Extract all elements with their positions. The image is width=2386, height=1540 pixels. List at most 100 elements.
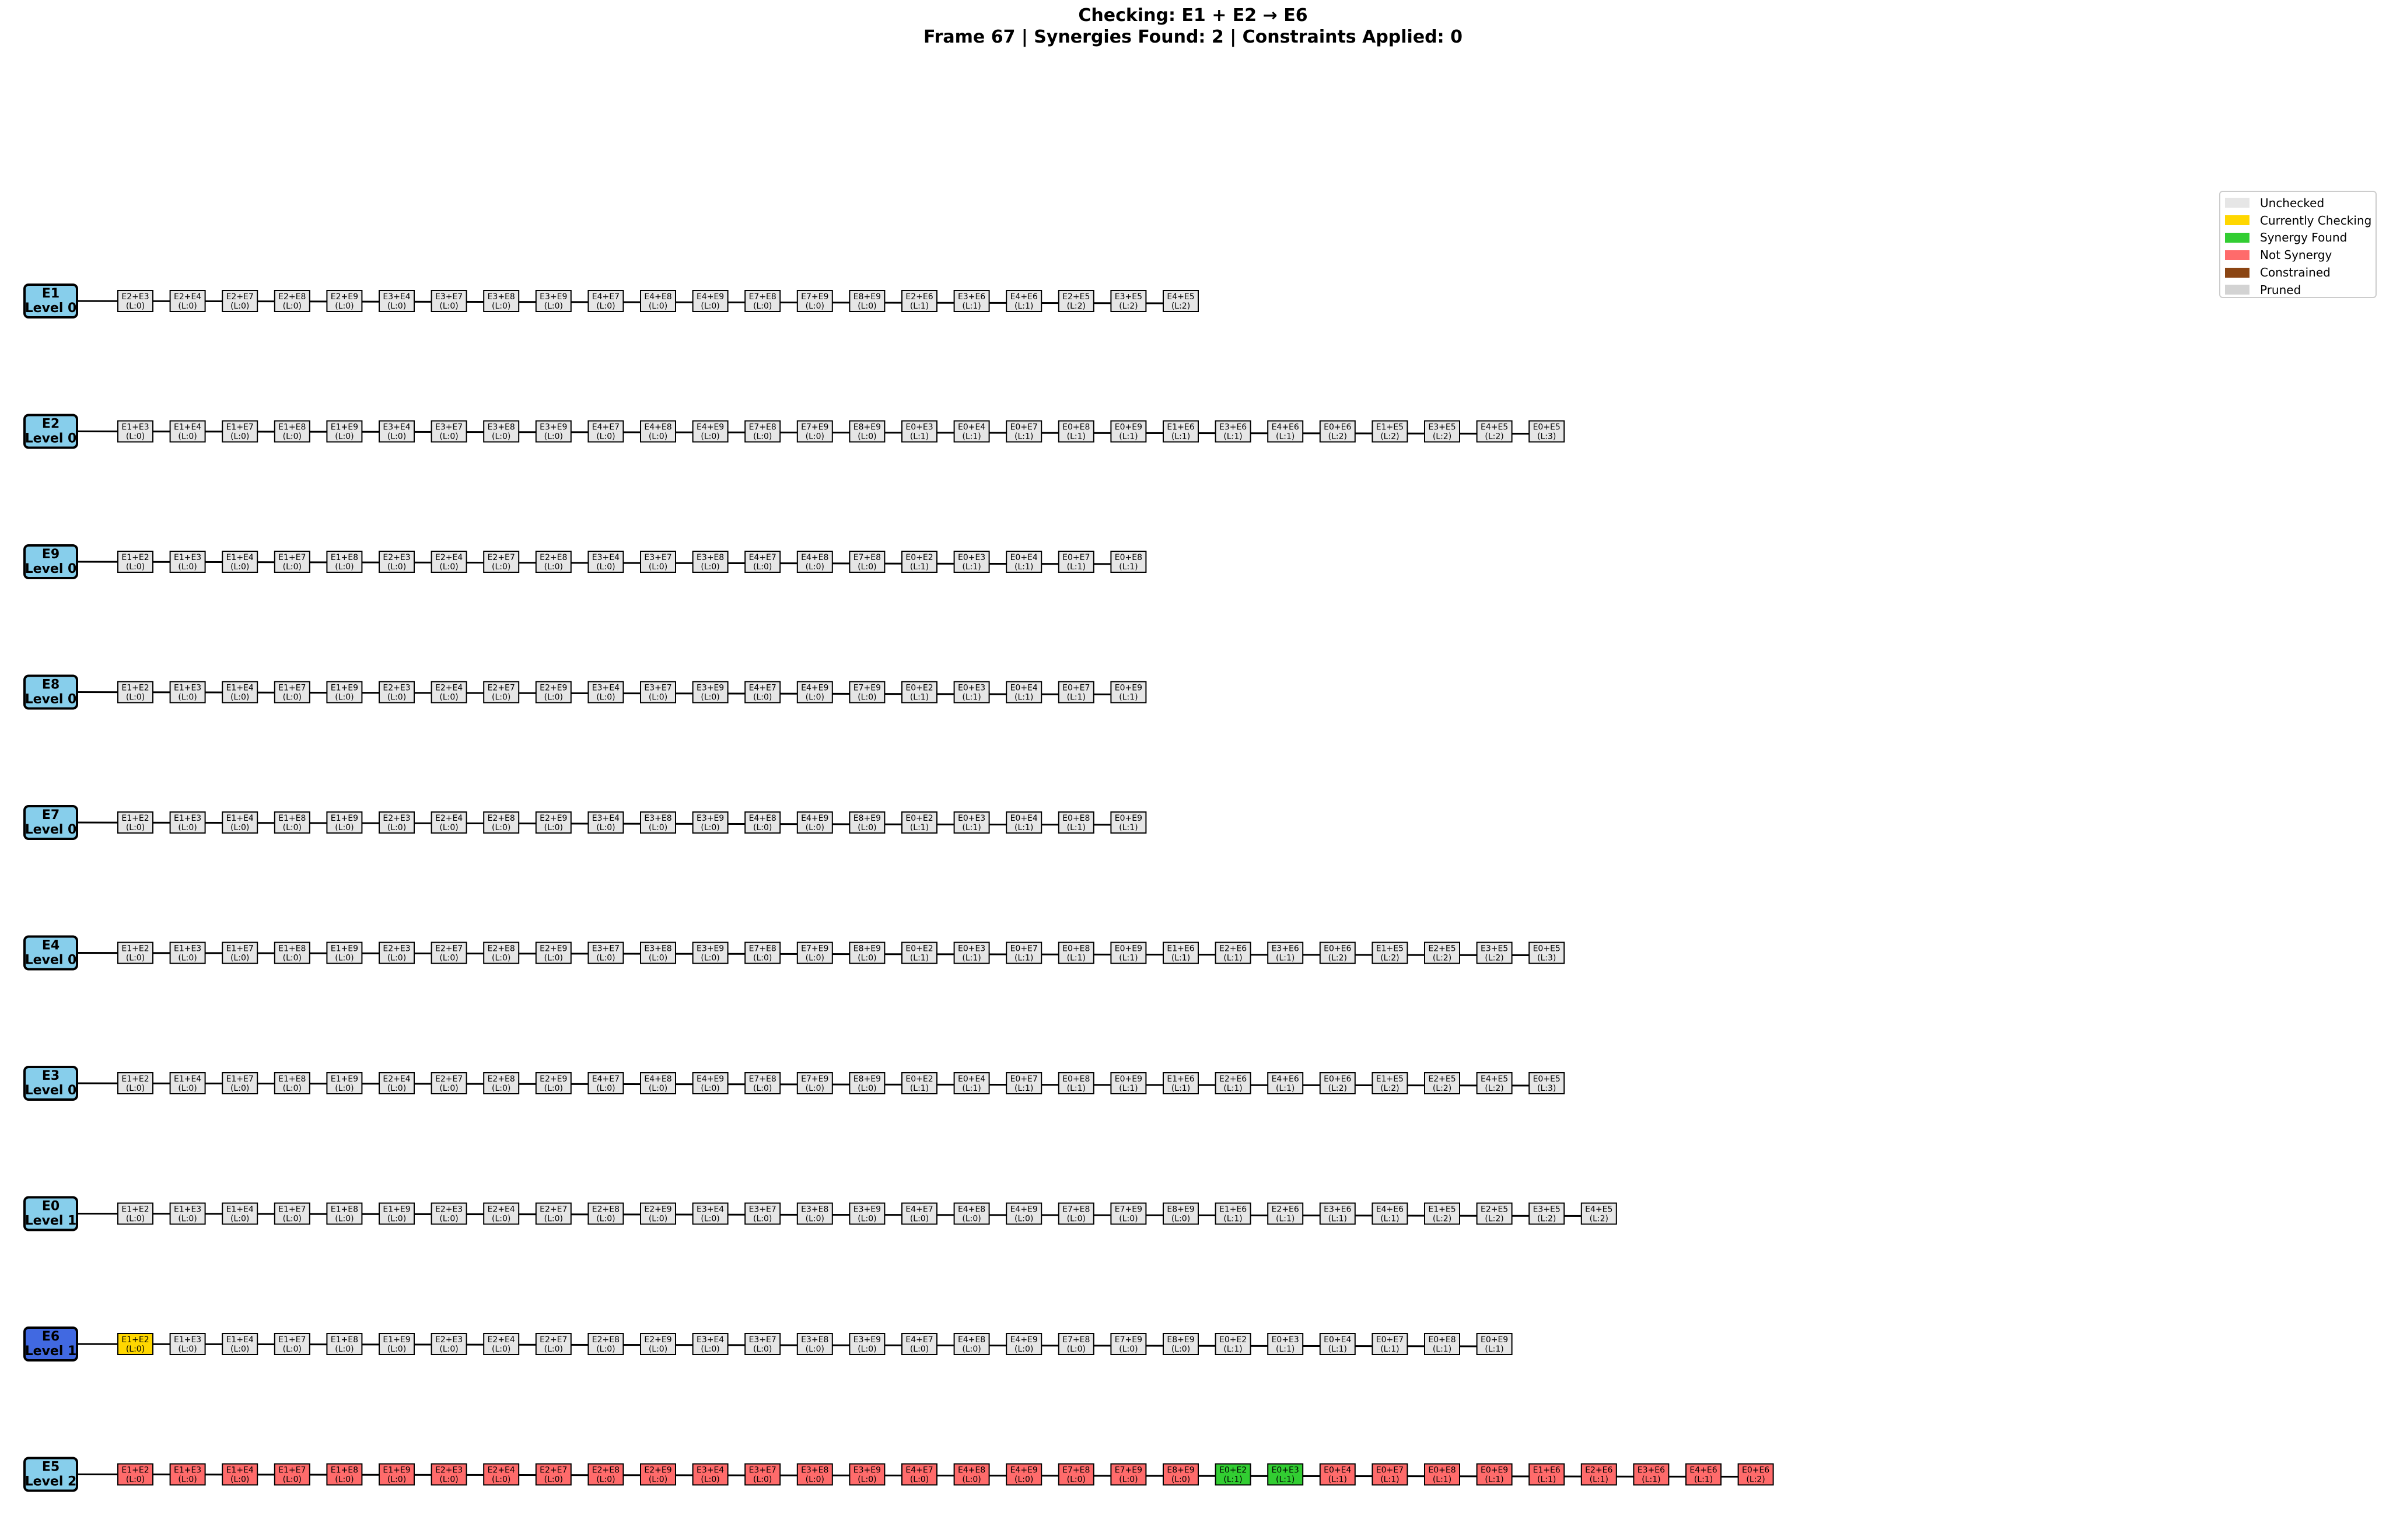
- pair-cell: E3+E5(L:2): [1476, 942, 1513, 964]
- legend-label: Pruned: [2260, 282, 2301, 297]
- pair-cell-level: (L:0): [178, 954, 197, 963]
- pair-cell: E2+E4(L:0): [379, 1072, 415, 1094]
- pair-cell: E0+E7(L:1): [1058, 681, 1094, 704]
- pair-cell-level: (L:0): [596, 562, 615, 572]
- pair-cell: E2+E3(L:0): [431, 1463, 467, 1486]
- pair-cell-label: E0+E8: [1062, 944, 1090, 954]
- pair-cell: E7+E8(L:0): [744, 1072, 781, 1094]
- pair-cell-box: [1267, 1202, 1304, 1225]
- pair-cell-box: [1110, 681, 1147, 704]
- pair-cell-level: (L:1): [1276, 1084, 1295, 1093]
- pair-cell: E2+E4(L:0): [431, 681, 467, 704]
- pair-cell-level: (L:0): [753, 1214, 772, 1224]
- pair-cell-level: (L:0): [806, 432, 824, 442]
- pair-cell-level: (L:2): [1485, 1084, 1503, 1093]
- root-node-box: [23, 935, 78, 971]
- pair-cell: E2+E3(L:0): [379, 942, 415, 964]
- pair-cell-box: [1058, 290, 1094, 312]
- pair-cell: E3+E4(L:0): [587, 681, 624, 704]
- pair-cell-level: (L:0): [544, 1084, 563, 1093]
- legend-label: Currently Checking: [2260, 213, 2372, 228]
- pair-cell: E1+E3(L:0): [169, 1202, 206, 1225]
- pair-cell: E1+E4(L:0): [222, 551, 258, 573]
- pair-cell-label: E1+E5: [1376, 944, 1404, 954]
- pair-cell: E1+E2(L:0): [117, 942, 153, 964]
- pair-cell-box: [901, 1463, 937, 1486]
- pair-cell-box: [796, 1333, 833, 1355]
- pair-cell-label: E1+E3: [174, 944, 201, 954]
- pair-cell: E2+E9(L:0): [535, 811, 572, 834]
- pair-cell-box: [117, 681, 153, 704]
- pair-cell-label: E3+E9: [697, 684, 724, 693]
- pair-cell-level: (L:1): [1067, 954, 1086, 963]
- pair-cell-label: E4+E8: [958, 1466, 985, 1475]
- pair-cell: E3+E8(L:0): [483, 420, 520, 443]
- pair-cell-level: (L:1): [1276, 1345, 1295, 1354]
- pair-cell: E3+E5(L:2): [1110, 290, 1147, 312]
- pair-cell-level: (L:1): [1276, 1214, 1295, 1224]
- pair-cell-level: (L:0): [283, 1084, 302, 1093]
- pair-cell-label: E4+E6: [1272, 1074, 1299, 1084]
- pair-cell-level: (L:0): [492, 823, 510, 832]
- pair-cell: E2+E7(L:0): [431, 1072, 467, 1094]
- pair-cell-level: (L:2): [1380, 1084, 1399, 1093]
- pair-cell: E7+E9(L:0): [1110, 1463, 1147, 1486]
- pair-cell-box: [849, 1202, 886, 1225]
- pair-cell-level: (L:1): [1380, 1475, 1399, 1485]
- pair-cell-label: E1+E4: [226, 1335, 254, 1345]
- pair-cell-box: [117, 1072, 153, 1094]
- pair-cell-label: E0+E7: [1376, 1466, 1404, 1475]
- pair-cell-level: (L:0): [806, 823, 824, 832]
- pair-cell-label: E7+E9: [801, 423, 828, 432]
- pair-cell-level: (L:0): [701, 1475, 719, 1485]
- pair-cell: E8+E9(L:0): [849, 942, 886, 964]
- pair-cell-level: (L:0): [387, 302, 406, 311]
- pair-cell: E4+E8(L:0): [640, 1072, 676, 1094]
- pair-cell-label: E0+E4: [958, 423, 985, 432]
- pair-cell-level: (L:0): [1119, 1214, 1138, 1224]
- pair-cell-label: E2+E9: [540, 814, 567, 823]
- pair-cell-box: [535, 681, 572, 704]
- pair-cell-box: [640, 811, 676, 834]
- pair-cell-box: [483, 1333, 520, 1355]
- pair-cell-level: (L:2): [1380, 432, 1399, 442]
- pair-cell-label: E1+E7: [278, 1335, 306, 1345]
- pair-cell-label: E1+E8: [331, 1466, 358, 1475]
- pair-cell-label: E0+E8: [1115, 553, 1142, 562]
- root-node-level: Level 0: [25, 1083, 77, 1098]
- pair-cell-box: [640, 1463, 676, 1486]
- pair-cell: E3+E8(L:0): [796, 1202, 833, 1225]
- pair-cell-level: (L:1): [1223, 432, 1242, 442]
- pair-cell-box: [587, 420, 624, 443]
- pair-cell-label: E3+E6: [1272, 944, 1299, 954]
- pair-cell: E2+E4(L:0): [483, 1202, 520, 1225]
- pair-cell-box: [169, 1463, 206, 1486]
- pair-cell-label: E0+E2: [905, 553, 933, 562]
- pair-cell-box: [1215, 1333, 1251, 1355]
- pair-cell-box: [169, 1333, 206, 1355]
- pair-cell-label: E3+E5: [1428, 423, 1456, 432]
- pair-cell: E7+E9(L:0): [796, 1072, 833, 1094]
- pair-cell-level: (L:2): [1485, 432, 1503, 442]
- pair-cell-label: E2+E7: [540, 1466, 567, 1475]
- pair-cell-level: (L:1): [1276, 432, 1295, 442]
- pair-cell: E0+E6(L:2): [1319, 420, 1356, 443]
- pair-cell-label: E3+E8: [697, 553, 724, 562]
- pair-cell-label: E7+E8: [749, 292, 776, 302]
- pair-cell-box: [1110, 290, 1147, 312]
- pair-cell-box: [169, 1202, 206, 1225]
- pair-cell: E1+E2(L:0): [117, 1202, 153, 1225]
- pair-cell-level: (L:0): [596, 302, 615, 311]
- pair-cell-level: (L:0): [701, 1214, 719, 1224]
- pair-cell-box: [117, 420, 153, 443]
- pair-cell-level: (L:2): [1537, 1214, 1556, 1224]
- pair-cell: E1+E9(L:0): [379, 1333, 415, 1355]
- pair-cell-level: (L:0): [544, 432, 563, 442]
- pair-cell-box: [431, 1333, 467, 1355]
- pair-cell-box: [222, 811, 258, 834]
- pair-cell-box: [1110, 1463, 1147, 1486]
- legend-swatch: [2225, 232, 2249, 243]
- pair-cell-level: (L:0): [178, 1475, 197, 1485]
- pair-cell-level: (L:2): [1433, 954, 1451, 963]
- pair-cell: E0+E4(L:1): [1319, 1463, 1356, 1486]
